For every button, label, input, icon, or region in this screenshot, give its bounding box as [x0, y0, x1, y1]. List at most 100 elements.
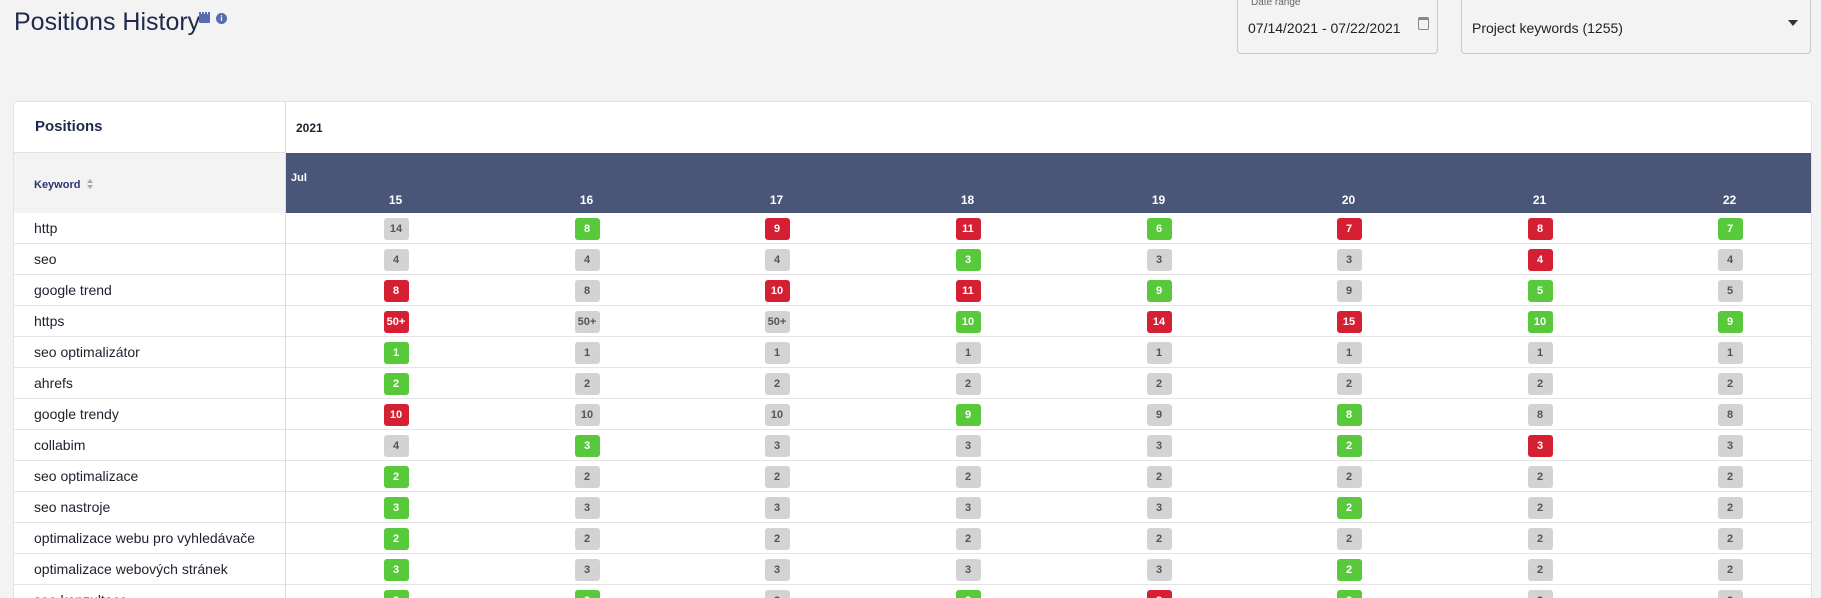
position-badge[interactable]: 3: [764, 497, 790, 519]
keyword-label[interactable]: seo optimalizátor: [34, 344, 140, 360]
position-badge[interactable]: 10: [955, 311, 981, 333]
position-badge[interactable]: 3: [1146, 249, 1172, 271]
keyword-label[interactable]: http: [34, 220, 58, 236]
chevron-down-icon[interactable]: [1788, 20, 1798, 26]
position-badge[interactable]: 2: [574, 373, 600, 395]
position-badge[interactable]: 2: [1336, 373, 1362, 395]
position-badge[interactable]: 2: [955, 466, 981, 488]
position-badge[interactable]: 3: [1146, 435, 1172, 457]
position-badge[interactable]: 4: [1527, 249, 1553, 271]
info-icon[interactable]: i: [216, 13, 227, 24]
position-badge[interactable]: 1: [1146, 342, 1172, 364]
position-badge[interactable]: 3: [955, 497, 981, 519]
position-badge[interactable]: 9: [1717, 311, 1743, 333]
video-tutorial-icon[interactable]: [199, 12, 210, 23]
position-badge[interactable]: 3: [383, 559, 409, 581]
position-badge[interactable]: 4: [574, 249, 600, 271]
position-badge[interactable]: 1: [1336, 342, 1362, 364]
position-badge[interactable]: 10: [764, 404, 790, 426]
position-badge[interactable]: 8: [574, 280, 600, 302]
position-badge[interactable]: 9: [1336, 280, 1362, 302]
keyword-label[interactable]: https: [34, 313, 65, 329]
position-badge[interactable]: 2: [1717, 528, 1743, 550]
position-badge[interactable]: 4: [383, 249, 409, 271]
position-badge[interactable]: 2: [1717, 373, 1743, 395]
position-badge[interactable]: 9: [764, 218, 790, 240]
position-badge[interactable]: 2: [764, 528, 790, 550]
position-badge[interactable]: 8: [1527, 404, 1553, 426]
position-badge[interactable]: 9: [1146, 280, 1172, 302]
position-badge[interactable]: 2: [383, 528, 409, 550]
position-badge[interactable]: 10: [383, 404, 409, 426]
position-badge[interactable]: 14: [383, 218, 409, 240]
position-badge[interactable]: 2: [1146, 373, 1172, 395]
position-badge[interactable]: 2: [1336, 435, 1362, 457]
project-keywords-value[interactable]: Project keywords (1255): [1472, 20, 1623, 36]
position-badge[interactable]: 3: [1146, 559, 1172, 581]
position-badge[interactable]: 11: [955, 280, 981, 302]
position-badge[interactable]: 2: [1527, 559, 1553, 581]
date-range-value[interactable]: 07/14/2021 - 07/22/2021: [1248, 20, 1401, 36]
position-badge[interactable]: 2: [383, 466, 409, 488]
position-badge[interactable]: 50+: [764, 311, 790, 333]
position-badge[interactable]: 5: [1527, 280, 1553, 302]
position-badge[interactable]: 10: [574, 404, 600, 426]
keyword-label[interactable]: seo: [34, 251, 57, 267]
position-badge[interactable]: 1: [1527, 342, 1553, 364]
position-badge[interactable]: 8: [1527, 218, 1553, 240]
position-badge[interactable]: 7: [1717, 218, 1743, 240]
position-badge[interactable]: 2: [1336, 559, 1362, 581]
position-badge[interactable]: 4: [764, 249, 790, 271]
position-badge[interactable]: 2: [574, 466, 600, 488]
position-badge[interactable]: 2: [1527, 466, 1553, 488]
position-badge[interactable]: 9: [955, 404, 981, 426]
position-badge[interactable]: 1: [1717, 342, 1743, 364]
position-badge[interactable]: 14: [1146, 311, 1172, 333]
position-badge[interactable]: 2: [1336, 497, 1362, 519]
keyword-label[interactable]: collabim: [34, 437, 86, 453]
position-badge[interactable]: 1: [764, 342, 790, 364]
calendar-icon[interactable]: [1418, 17, 1429, 30]
keyword-column-header[interactable]: Keyword: [14, 153, 285, 213]
position-badge[interactable]: 9: [1146, 404, 1172, 426]
position-badge[interactable]: 3: [955, 249, 981, 271]
position-badge[interactable]: 2: [1717, 466, 1743, 488]
position-badge[interactable]: 2: [764, 373, 790, 395]
position-badge[interactable]: 1: [383, 342, 409, 364]
position-badge[interactable]: 2: [1527, 528, 1553, 550]
keyword-column-label[interactable]: Keyword: [34, 179, 81, 191]
keyword-label[interactable]: seo optimalizace: [34, 468, 139, 484]
position-badge[interactable]: 3: [574, 435, 600, 457]
position-badge[interactable]: 3: [764, 559, 790, 581]
position-badge[interactable]: 1: [955, 342, 981, 364]
keyword-label[interactable]: ahrefs: [34, 375, 73, 391]
position-badge[interactable]: 5: [1717, 280, 1743, 302]
position-badge[interactable]: 50+: [383, 311, 409, 333]
position-badge[interactable]: 10: [1527, 311, 1553, 333]
position-badge[interactable]: 2: [1146, 528, 1172, 550]
position-badge[interactable]: 2: [1527, 373, 1553, 395]
position-badge[interactable]: 10: [764, 280, 790, 302]
keyword-label[interactable]: google trendy: [34, 406, 119, 422]
position-badge[interactable]: 2: [1717, 559, 1743, 581]
position-badge[interactable]: 3: [383, 497, 409, 519]
keyword-label[interactable]: optimalizace webu pro vyhledávače: [34, 530, 256, 546]
position-badge[interactable]: 2: [955, 528, 981, 550]
position-badge[interactable]: 2: [1717, 497, 1743, 519]
position-badge[interactable]: 3: [1717, 435, 1743, 457]
position-badge[interactable]: 2: [1336, 528, 1362, 550]
position-badge[interactable]: 4: [383, 435, 409, 457]
position-badge[interactable]: 3: [574, 559, 600, 581]
position-badge[interactable]: 2: [764, 466, 790, 488]
keyword-label[interactable]: google trend: [34, 282, 112, 298]
position-badge[interactable]: 2: [574, 528, 600, 550]
position-badge[interactable]: 2: [1146, 466, 1172, 488]
position-badge[interactable]: 2: [1527, 497, 1553, 519]
position-badge[interactable]: 3: [574, 497, 600, 519]
position-badge[interactable]: 3: [764, 435, 790, 457]
position-badge[interactable]: 3: [1336, 249, 1362, 271]
position-badge[interactable]: 8: [383, 280, 409, 302]
project-keywords-select[interactable]: Project keywords (1255): [1461, 0, 1811, 54]
position-badge[interactable]: 6: [1146, 218, 1172, 240]
position-badge[interactable]: 4: [1717, 249, 1743, 271]
